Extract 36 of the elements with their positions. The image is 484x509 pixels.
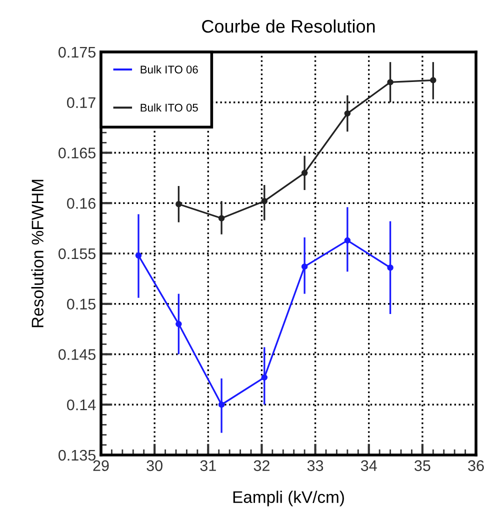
y-tick-label: 0.16 [67,198,96,209]
y-tick-label: 0.175 [58,46,96,58]
x-axis-title: Eampli (kV/cm) [233,490,344,506]
point [430,77,436,84]
x-tick-label: 36 [468,460,484,472]
point [176,320,182,328]
point [261,374,268,381]
point [261,198,268,204]
x-tick-label: 33 [307,460,324,472]
y-tick-label: 0.15 [67,298,96,310]
y-tick-label: 0.165 [58,148,96,158]
x-tick-label: 30 [146,460,162,472]
point [344,110,351,117]
y-axis-title: Resolution %FWHM [31,180,44,328]
y-tick-label: 0.135 [58,450,96,461]
legend-label: Bulk ITO 06 [140,65,198,74]
point [218,402,225,408]
x-tick-label: 34 [360,460,377,472]
point [218,215,225,222]
point [387,264,394,271]
y-tick-label: 0.145 [58,349,96,360]
x-tick-label: 29 [93,460,109,472]
legend-label: Bulk ITO 05 [140,103,198,112]
point [301,170,308,176]
point [176,201,182,208]
chart-title: Courbe de Resolution [202,19,375,33]
x-tick-label: 31 [200,460,216,472]
point [344,237,351,244]
x-tick-label: 35 [414,460,430,472]
y-tick-label: 0.14 [67,399,96,410]
y-tick-label: 0.17 [67,97,96,108]
x-tick-label: 32 [254,460,270,472]
point [135,252,142,259]
point [301,263,308,270]
point [387,79,394,86]
y-tick-label: 0.155 [58,248,96,260]
